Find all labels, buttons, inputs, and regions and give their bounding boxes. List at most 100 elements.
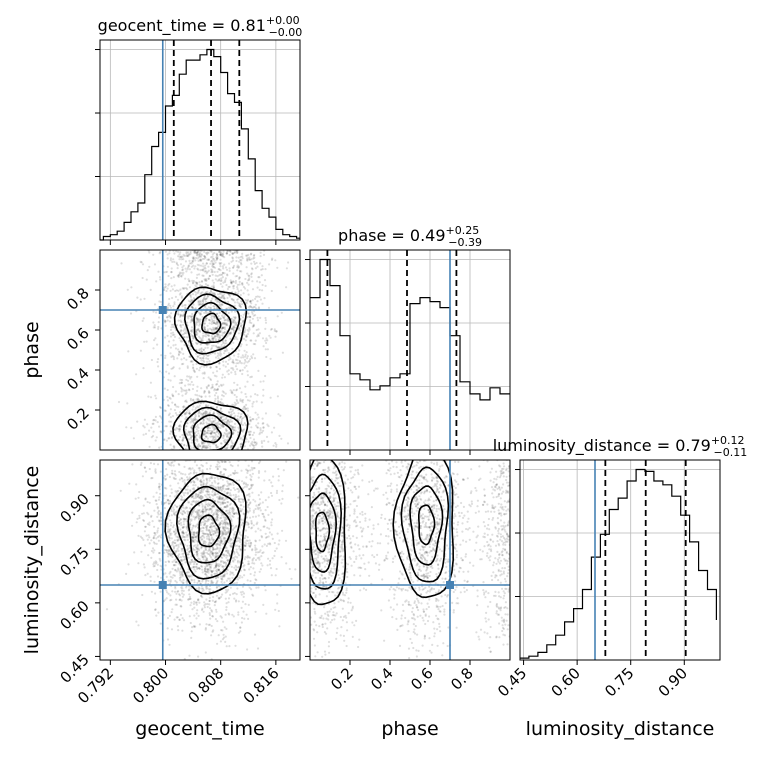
sample-point: [153, 303, 157, 306]
sample-point: [158, 276, 162, 279]
sample-point: [154, 533, 157, 536]
sample-point: [189, 436, 193, 439]
sample-point: [234, 370, 237, 373]
sample-point: [230, 410, 233, 414]
sample-point: [202, 325, 205, 328]
sample-point: [243, 362, 246, 365]
sample-point: [243, 349, 246, 352]
sample-point: [195, 551, 198, 554]
sample-point: [166, 498, 169, 501]
sample-point: [169, 519, 172, 522]
sample-point: [235, 568, 238, 572]
sample-point: [191, 626, 194, 629]
sample-point: [250, 426, 253, 429]
sample-point: [242, 356, 245, 359]
sample-point: [271, 518, 274, 521]
sample-point: [224, 310, 227, 313]
sample-point: [219, 640, 222, 643]
sample-point: [205, 354, 208, 357]
sample-point: [211, 490, 214, 493]
sample-point: [238, 304, 241, 307]
sample-point: [197, 467, 200, 470]
sample-point: [165, 575, 168, 579]
sample-point: [202, 265, 205, 268]
sample-point: [204, 412, 207, 415]
sample-point: [210, 484, 213, 488]
sample-point: [175, 413, 178, 417]
sample-point: [191, 560, 195, 563]
sample-point: [182, 552, 185, 555]
sample-point: [192, 421, 195, 424]
sample-point: [191, 319, 194, 322]
sample-point: [222, 364, 225, 367]
sample-point: [183, 406, 186, 409]
sample-point: [198, 281, 201, 284]
sample-point: [259, 431, 262, 434]
sample-point: [191, 536, 194, 539]
sample-point: [193, 625, 196, 629]
sample-point: [218, 331, 221, 334]
sample-point: [219, 547, 222, 550]
sample-point: [167, 304, 170, 307]
sample-point: [180, 363, 184, 366]
sample-point: [197, 599, 200, 602]
sample-point: [202, 327, 205, 330]
sample-point: [196, 252, 199, 255]
sample-point: [201, 445, 204, 448]
sample-point: [247, 253, 250, 256]
sample-point: [207, 357, 210, 361]
sample-point: [173, 559, 176, 562]
sample-point: [238, 277, 241, 280]
sample-point: [140, 261, 143, 264]
sample-point: [225, 579, 228, 582]
sample-point: [157, 321, 160, 324]
sample-point: [220, 577, 224, 580]
sample-point: [230, 545, 233, 549]
sample-point: [164, 271, 167, 274]
sample-point: [178, 519, 181, 522]
sample-point: [188, 550, 191, 554]
sample-point: [207, 490, 210, 493]
sample-point: [178, 253, 181, 256]
sample-point: [205, 279, 208, 282]
sample-point: [191, 279, 194, 282]
sample-point: [204, 585, 208, 589]
sample-point: [193, 267, 196, 270]
sample-point: [222, 513, 225, 516]
sample-point: [142, 367, 145, 370]
sample-point: [192, 337, 195, 340]
sample-point: [261, 564, 264, 567]
sample-point: [218, 293, 221, 296]
sample-point: [158, 557, 161, 561]
sample-point: [210, 316, 213, 319]
sample-point: [240, 497, 243, 501]
sample-point: [218, 465, 221, 468]
sample-point: [202, 610, 205, 613]
sample-point: [194, 307, 197, 310]
sample-point: [214, 397, 217, 400]
sample-point: [251, 418, 254, 421]
sample-point: [223, 521, 226, 525]
sample-point: [207, 543, 210, 546]
sample-point: [196, 257, 199, 260]
sample-point: [187, 388, 191, 391]
sample-point: [199, 313, 202, 316]
sample-point: [237, 426, 240, 429]
sample-point: [214, 328, 217, 331]
sample-point: [215, 391, 218, 395]
sample-point: [245, 351, 248, 354]
sample-point: [221, 565, 224, 568]
sample-point: [230, 544, 233, 547]
sample-point: [179, 324, 182, 327]
sample-point: [234, 275, 237, 278]
sample-point: [185, 520, 188, 523]
sample-point: [216, 500, 219, 503]
sample-point: [261, 337, 265, 340]
sample-point: [226, 432, 229, 435]
sample-point: [215, 534, 218, 537]
sample-point: [183, 518, 186, 522]
sample-point: [275, 489, 279, 492]
sample-point: [177, 319, 180, 322]
sample-point: [203, 549, 206, 553]
sample-point: [224, 421, 227, 424]
